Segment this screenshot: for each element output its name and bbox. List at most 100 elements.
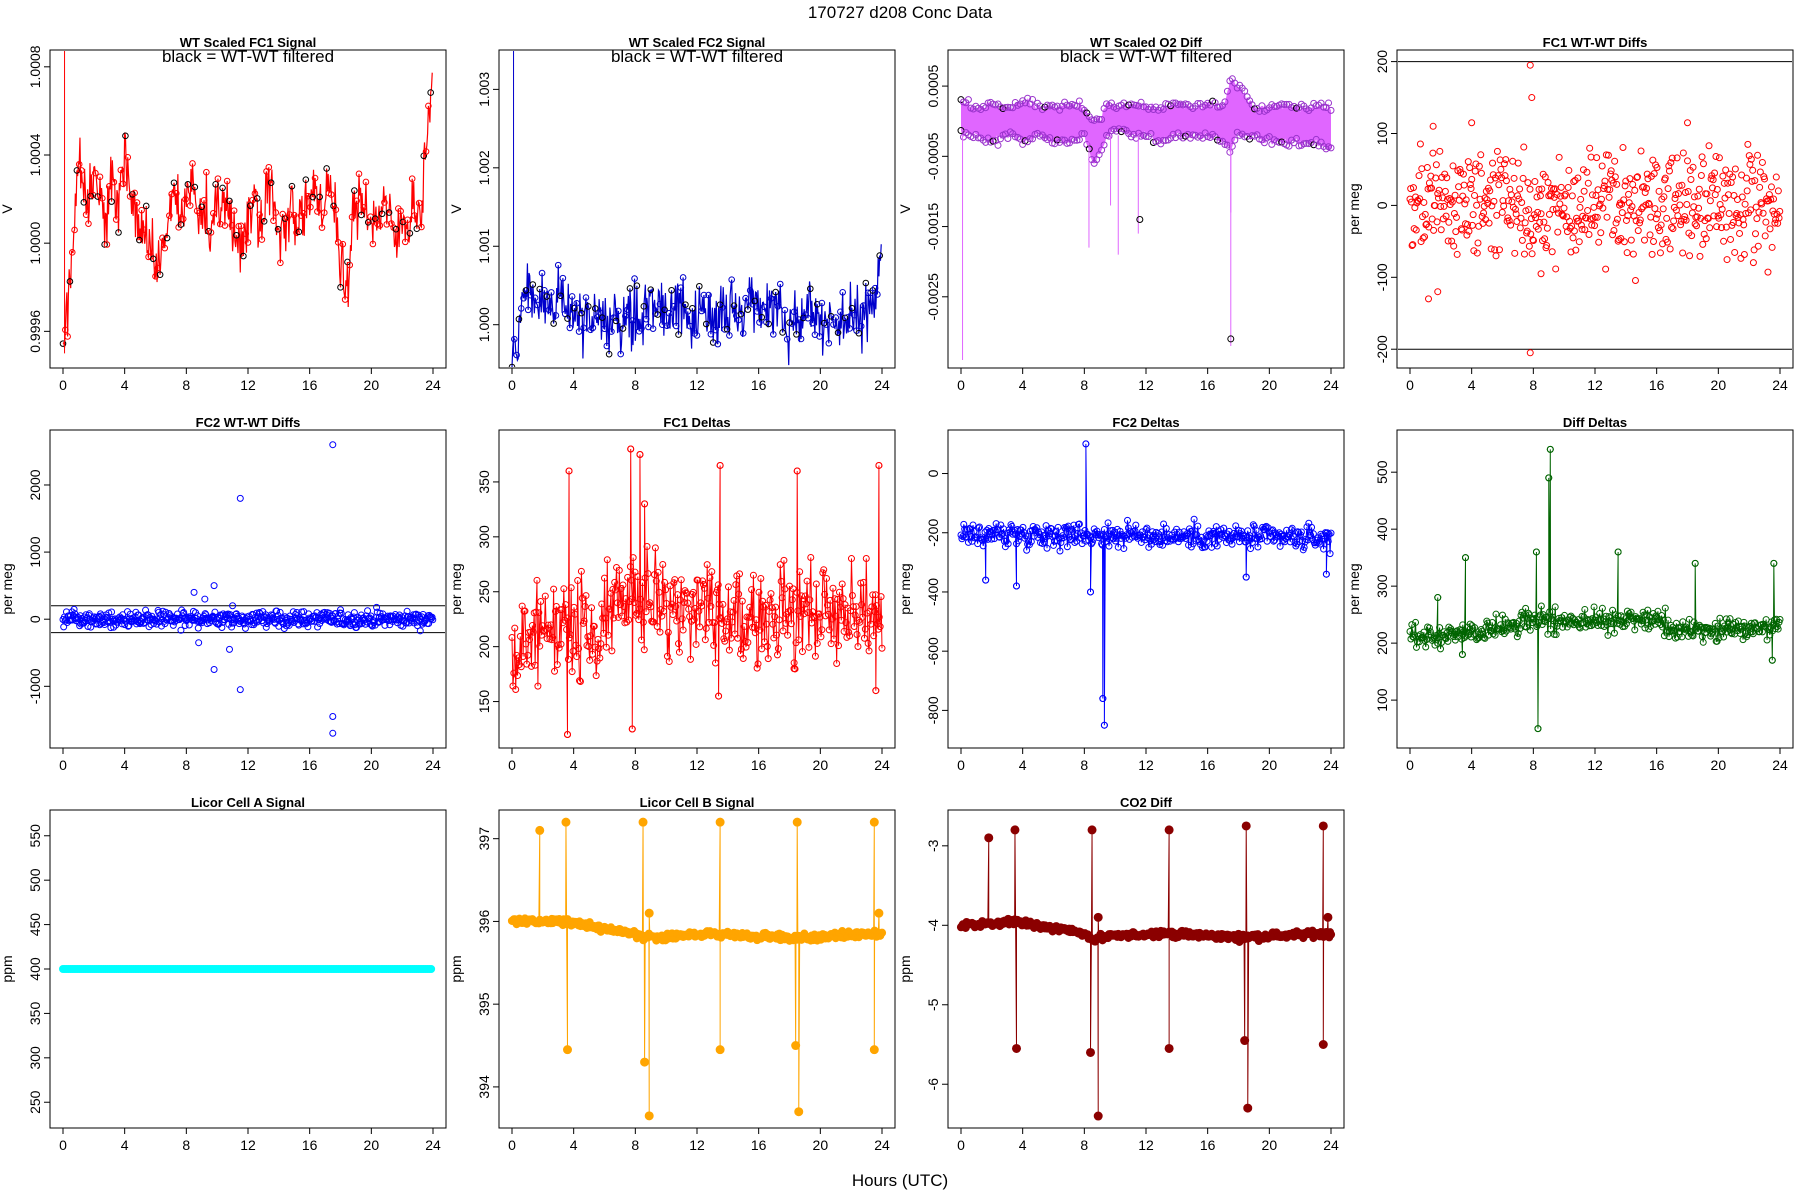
data-point: [846, 632, 854, 640]
data-point: [640, 303, 648, 310]
data-point: [1627, 236, 1635, 244]
data-point: [1526, 626, 1534, 634]
data-point: [853, 630, 861, 638]
data-point: [1025, 537, 1033, 545]
data-point: [1634, 173, 1642, 181]
plot-area: [957, 440, 1335, 729]
x-tick-label: 16: [1649, 757, 1665, 773]
data-point: [1433, 218, 1441, 226]
data-point: [744, 638, 752, 646]
data-point: [699, 577, 707, 585]
data-point: [1063, 543, 1071, 551]
data-point: [1096, 530, 1104, 538]
data-point: [1225, 527, 1233, 535]
data-point: [1766, 225, 1774, 233]
y-tick-label: 250: [27, 1090, 43, 1114]
data-point: [1602, 265, 1610, 273]
y-axis-label: V: [0, 204, 15, 214]
data-point: [286, 211, 293, 218]
data-point: [282, 622, 290, 630]
data-point: [274, 225, 282, 233]
y-tick-label: 397: [476, 827, 492, 851]
data-point: [785, 608, 793, 616]
data-point: [723, 325, 731, 333]
data-point: [797, 335, 805, 343]
data-point: [148, 616, 156, 624]
data-point: [760, 603, 768, 611]
data-point: [606, 605, 614, 613]
data-point: [566, 324, 574, 332]
data-point: [1765, 191, 1773, 199]
data-point: [1507, 191, 1515, 199]
data-point: [1592, 192, 1600, 200]
data-point: [358, 211, 365, 219]
data-point: [818, 299, 826, 307]
data-point: [687, 655, 695, 663]
data-point: [565, 634, 573, 642]
data-point: [721, 326, 729, 333]
plot-area: [51, 441, 445, 737]
data-point: [1483, 196, 1491, 204]
data-point: [1006, 104, 1014, 112]
data-point: [1100, 141, 1108, 149]
data-point: [672, 603, 680, 611]
data-point: [339, 240, 347, 248]
data-point: [655, 588, 663, 596]
data-point: [715, 817, 725, 827]
data-point: [663, 322, 671, 330]
data-point: [1770, 559, 1778, 567]
data-point: [1535, 185, 1543, 193]
data-point: [1726, 615, 1734, 623]
data-point: [512, 686, 520, 694]
data-point: [524, 306, 532, 314]
data-point: [1462, 196, 1470, 204]
data-point: [1459, 192, 1467, 200]
data-point: [975, 524, 983, 532]
series-line: [511, 822, 883, 1116]
data-point: [373, 603, 381, 611]
data-point: [1534, 208, 1542, 216]
data-point: [291, 611, 299, 619]
data-point: [1425, 295, 1432, 303]
data-point: [131, 189, 138, 197]
data-point: [1276, 542, 1284, 550]
data-point: [1706, 224, 1714, 232]
data-point: [564, 655, 572, 663]
data-point: [1597, 195, 1605, 203]
data-point: [190, 588, 198, 596]
data-point: [1589, 620, 1597, 628]
data-point: [661, 306, 668, 314]
data-point: [588, 604, 596, 612]
data-point: [775, 616, 783, 624]
x-tick-label: 20: [1262, 1137, 1278, 1153]
data-point: [355, 170, 363, 178]
data-point: [1448, 198, 1456, 206]
x-tick-label: 20: [364, 1137, 380, 1153]
data-point: [639, 618, 647, 626]
data-point: [1517, 214, 1525, 222]
data-point: [1425, 624, 1433, 632]
y-tick-label: 450: [27, 913, 43, 937]
data-point: [576, 677, 584, 685]
data-point: [700, 291, 708, 299]
data-point: [574, 577, 582, 585]
data-point: [1713, 223, 1721, 231]
data-point: [739, 655, 747, 663]
data-point: [389, 617, 397, 625]
data-point: [1518, 198, 1526, 206]
data-point: [1740, 221, 1748, 229]
data-point: [1194, 99, 1202, 107]
data-point: [237, 222, 245, 230]
data-point: [1688, 631, 1696, 639]
panel-p3: WT Scaled O2 Diff 0 4 8 12 16 20 24 0.0005 -0.000…: [897, 35, 1345, 393]
data-point: [748, 586, 756, 594]
data-point: [307, 203, 314, 211]
data-point: [661, 578, 669, 586]
x-tick-label: 12: [1587, 377, 1603, 393]
data-point: [82, 211, 90, 218]
data-point: [854, 642, 862, 650]
data-point: [686, 613, 694, 621]
data-point: [963, 526, 971, 534]
data-point: [862, 279, 870, 287]
data-point: [511, 624, 519, 632]
